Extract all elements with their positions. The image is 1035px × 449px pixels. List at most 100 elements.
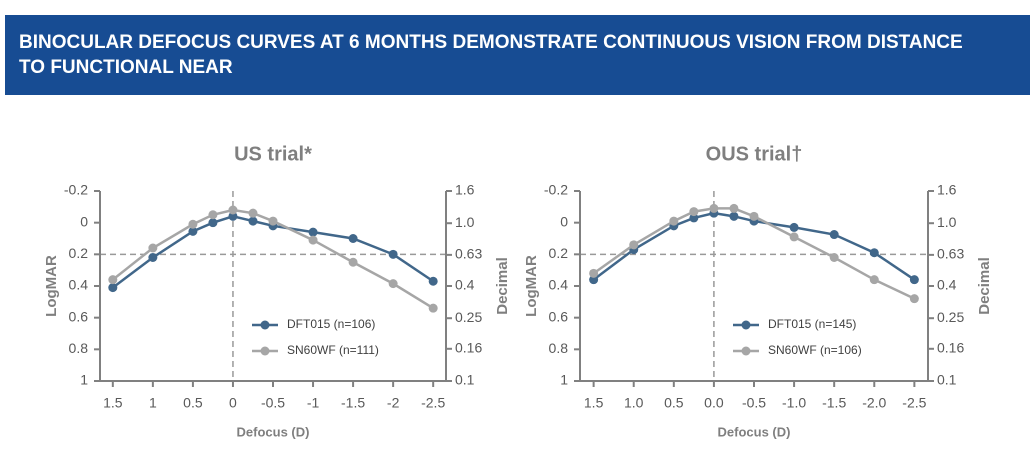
legend-label: DFT015 (n=106) bbox=[287, 317, 375, 331]
legend-marker bbox=[260, 346, 270, 356]
legend-marker bbox=[741, 320, 751, 330]
data-point bbox=[909, 275, 919, 285]
data-point bbox=[869, 248, 879, 258]
data-point bbox=[348, 234, 358, 243]
data-point bbox=[108, 283, 118, 293]
data-point bbox=[388, 279, 398, 289]
y-axis-label: LogMAR bbox=[523, 255, 540, 317]
data-point bbox=[228, 205, 238, 215]
y-tick-label: -0.2 bbox=[64, 182, 88, 198]
y2-tick-label: 0.63 bbox=[937, 246, 964, 262]
x-tick-label: -2.5 bbox=[421, 395, 445, 411]
data-point bbox=[689, 207, 699, 217]
data-point bbox=[689, 213, 699, 223]
data-point bbox=[308, 235, 318, 245]
data-point bbox=[148, 243, 158, 253]
data-point bbox=[829, 253, 839, 262]
y-tick-label: 0 bbox=[80, 213, 88, 229]
y-tick-label: 0.2 bbox=[549, 245, 569, 261]
data-point bbox=[188, 226, 198, 236]
data-point bbox=[729, 203, 739, 213]
y2-tick-label: 1.0 bbox=[455, 214, 475, 230]
data-point bbox=[348, 257, 358, 267]
data-point bbox=[188, 219, 198, 229]
x-tick-label: 0.5 bbox=[183, 395, 203, 411]
y-tick-label: 0.4 bbox=[549, 277, 569, 293]
data-point bbox=[268, 216, 278, 226]
data-point bbox=[709, 203, 719, 213]
x-tick-label: -2.0 bbox=[862, 395, 886, 411]
y2-tick-label: 0.4 bbox=[937, 277, 957, 293]
y2-tick-label: 0.1 bbox=[937, 372, 957, 388]
data-point bbox=[208, 218, 218, 228]
data-point bbox=[308, 227, 318, 237]
data-point bbox=[208, 210, 218, 220]
data-point bbox=[428, 276, 438, 286]
y2-tick-label: 0.1 bbox=[455, 372, 475, 388]
header-title: BINOCULAR DEFOCUS CURVES AT 6 MONTHS DEM… bbox=[19, 32, 963, 78]
data-point bbox=[108, 275, 118, 285]
data-point bbox=[669, 216, 679, 226]
x-tick-label: 1.5 bbox=[103, 395, 123, 411]
x-tick-label: -2.5 bbox=[902, 395, 926, 411]
x-axis-label: Defocus (D) bbox=[718, 424, 791, 439]
y2-tick-label: 0.4 bbox=[455, 277, 475, 293]
chart-title: OUS trial† bbox=[706, 143, 803, 165]
x-tick-label: 1.0 bbox=[624, 395, 644, 411]
data-point bbox=[829, 230, 839, 240]
legend-marker bbox=[741, 346, 751, 356]
y-tick-label: 0.8 bbox=[69, 340, 89, 356]
y-axis-label: LogMAR bbox=[43, 255, 60, 317]
y-tick-label: 1 bbox=[80, 372, 88, 388]
y-tick-label: 0 bbox=[560, 213, 568, 229]
data-point bbox=[789, 232, 799, 242]
x-tick-label: -1.5 bbox=[341, 395, 365, 411]
data-point bbox=[428, 303, 438, 313]
x-tick-label: 0 bbox=[229, 395, 237, 411]
data-point bbox=[729, 211, 739, 221]
x-tick-label: -1.0 bbox=[782, 395, 806, 411]
y-tick-label: 0.8 bbox=[549, 340, 569, 356]
y2-tick-label: 0.25 bbox=[937, 309, 964, 325]
x-tick-label: 0.5 bbox=[664, 395, 684, 411]
header: BINOCULAR DEFOCUS CURVES AT 6 MONTHS DEM… bbox=[5, 15, 1030, 95]
data-point bbox=[789, 222, 799, 232]
data-point bbox=[749, 211, 759, 221]
y2-tick-label: 0.63 bbox=[455, 246, 482, 262]
x-tick-label: -2 bbox=[387, 395, 400, 411]
y2-tick-label: 0.16 bbox=[937, 339, 964, 355]
y-tick-label: 0.2 bbox=[69, 245, 89, 261]
data-point bbox=[148, 253, 158, 262]
legend-label: DFT015 (n=145) bbox=[768, 317, 856, 331]
y-tick-label: 1 bbox=[560, 372, 568, 388]
y-tick-label: 0.4 bbox=[69, 277, 89, 293]
y-tick-label: 0.6 bbox=[549, 308, 569, 324]
x-tick-label: 1 bbox=[149, 395, 157, 411]
data-point bbox=[589, 275, 599, 285]
x-tick-label: -0.5 bbox=[261, 395, 285, 411]
data-point bbox=[228, 211, 238, 221]
data-point bbox=[909, 294, 919, 304]
y-tick-label: -0.2 bbox=[544, 182, 568, 198]
legend-label: SN60WF (n=111) bbox=[287, 343, 379, 357]
x-tick-label: -1.5 bbox=[822, 395, 846, 411]
x-tick-label: -0.5 bbox=[742, 395, 766, 411]
x-tick-label: 0.0 bbox=[704, 395, 724, 411]
x-tick-label: -1 bbox=[307, 395, 320, 411]
y2-axis-label: Decimal bbox=[494, 257, 511, 315]
chart-title: US trial* bbox=[234, 143, 312, 165]
data-point bbox=[589, 268, 599, 278]
y-tick-label: 0.6 bbox=[69, 308, 89, 324]
y2-axis-label: Decimal bbox=[976, 257, 993, 315]
data-point bbox=[388, 249, 398, 259]
y2-tick-label: 0.25 bbox=[455, 309, 482, 325]
data-point bbox=[869, 275, 879, 285]
x-axis-label: Defocus (D) bbox=[237, 424, 310, 439]
data-point bbox=[629, 240, 639, 250]
y2-tick-label: 1.6 bbox=[455, 182, 475, 198]
data-point bbox=[248, 216, 258, 226]
legend-label: SN60WF (n=106) bbox=[768, 343, 862, 357]
legend-marker bbox=[260, 320, 270, 330]
